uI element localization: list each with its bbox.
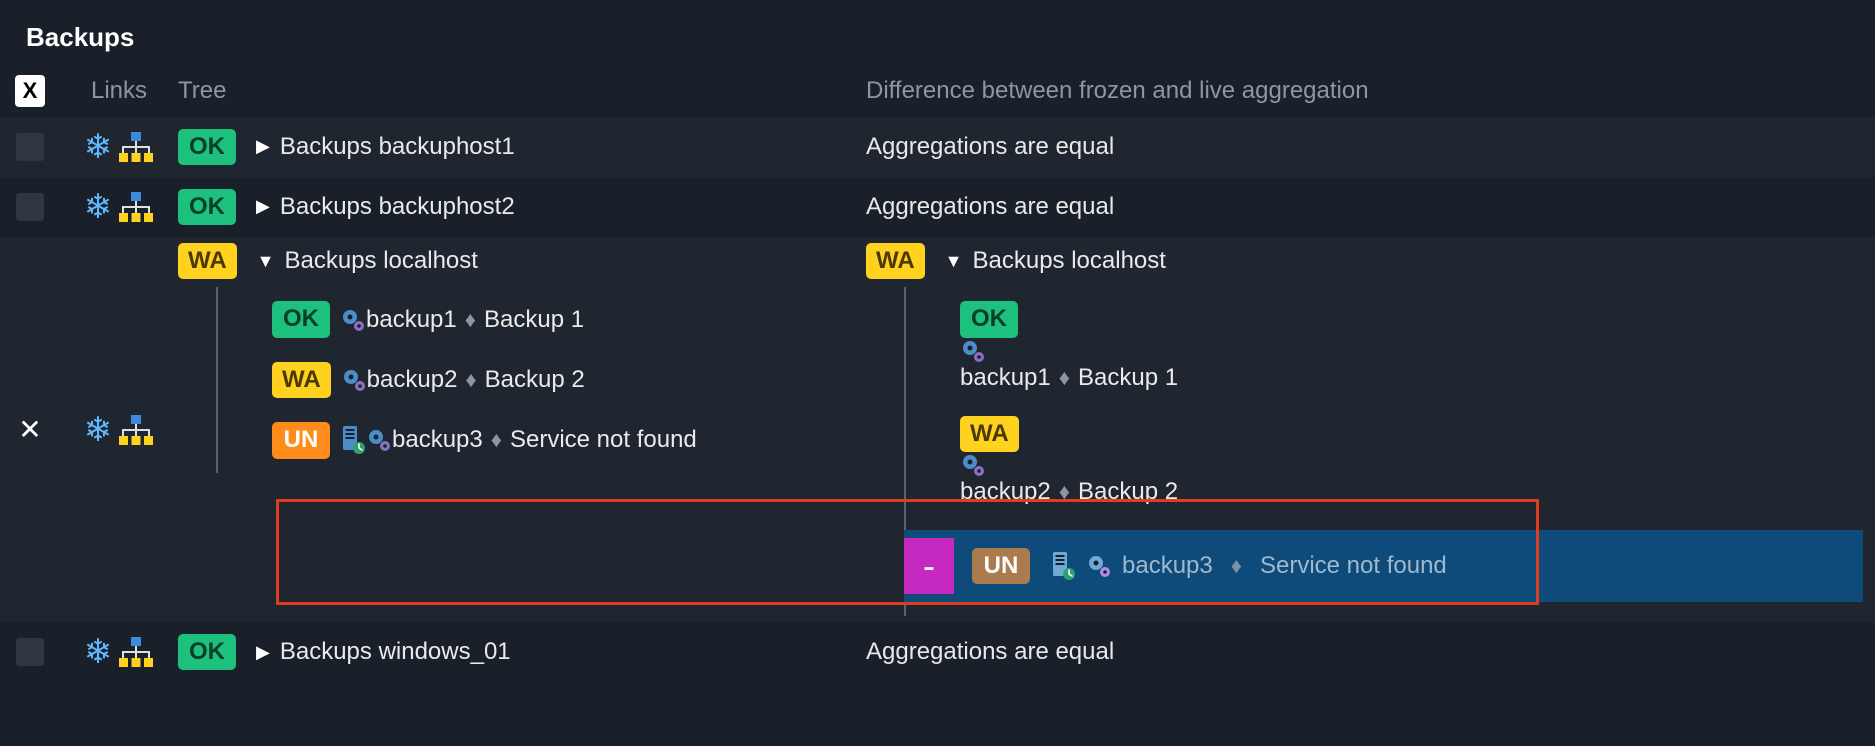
column-header-diff: Difference between frozen and live aggre…: [866, 77, 1875, 105]
table-row: ❄ OK ▶ Backups backuphost2 Aggregations are …: [0, 177, 1875, 237]
service-icon[interactable]: [341, 367, 367, 393]
diff-removed-badge: -: [904, 538, 954, 594]
service-icon[interactable]: [366, 427, 392, 453]
topology-icon[interactable]: [118, 191, 154, 223]
tree-child-row: UN backup3 ♦ Service not found: [272, 422, 866, 458]
diff-text: Aggregations are equal: [866, 133, 1114, 161]
row-checkbox[interactable]: [16, 638, 44, 666]
tree-child-row: OK backup1 ♦ Backup 1: [960, 301, 1863, 391]
tree-label[interactable]: Backups localhost: [285, 247, 478, 275]
tree-label[interactable]: Service not found: [1260, 552, 1447, 580]
snowflake-icon[interactable]: ❄: [84, 413, 113, 447]
tree-label[interactable]: Backups backuphost2: [280, 193, 515, 221]
diff-text: Aggregations are equal: [866, 638, 1114, 666]
service-icon[interactable]: [960, 452, 1863, 478]
column-header-links: Links: [60, 77, 178, 105]
status-badge: WA: [960, 416, 1019, 452]
collapse-icon[interactable]: ▼: [945, 251, 963, 272]
host-icon[interactable]: [1050, 551, 1076, 581]
status-badge: WA: [272, 362, 331, 398]
status-badge: OK: [178, 129, 236, 165]
collapse-icon[interactable]: ▼: [257, 251, 275, 272]
status-badge: UN: [972, 548, 1030, 584]
topology-icon[interactable]: [118, 414, 154, 446]
table-row: ✕ ❄ WA ▼ Backups localhost OK backup1 ♦ Backup 1…: [0, 237, 1875, 622]
row-checkbox[interactable]: [16, 193, 44, 221]
table-row: ❄ OK ▶ Backups backuphost1 Aggregations are …: [0, 117, 1875, 177]
tree-child-row: WA backup2 ♦ Backup 2: [272, 362, 866, 398]
tree-child-row: -UN backup3 ♦ Service not found: [904, 530, 1863, 602]
tree-label[interactable]: backup2: [960, 478, 1051, 505]
service-icon[interactable]: [340, 307, 366, 333]
topology-icon[interactable]: [118, 636, 154, 668]
tree-label[interactable]: Backups backuphost1: [280, 133, 515, 161]
row-checkbox[interactable]: [16, 133, 44, 161]
table-row: ❄ OK ▶ Backups windows_01 Aggregations are e…: [0, 622, 1875, 682]
separator-diamond: ♦: [1231, 553, 1242, 579]
snowflake-icon[interactable]: ❄: [84, 130, 113, 164]
tree-label[interactable]: backup2: [367, 366, 458, 394]
status-badge: OK: [178, 189, 236, 225]
column-header-tree: Tree: [178, 77, 866, 105]
snowflake-icon[interactable]: ❄: [84, 190, 113, 224]
tree-label[interactable]: backup1: [960, 364, 1051, 391]
tree-label[interactable]: backup1: [366, 306, 457, 334]
tree-child-row: OK backup1 ♦ Backup 1: [272, 301, 866, 337]
separator-diamond: ♦: [491, 427, 502, 453]
separator-diamond: ♦: [1059, 479, 1070, 504]
table-header: X Links Tree Difference between frozen a…: [0, 71, 1875, 117]
diff-text: Aggregations are equal: [866, 193, 1114, 221]
tree-label[interactable]: Backup 2: [485, 366, 585, 394]
status-badge: OK: [960, 301, 1018, 337]
tree-child-row: WA backup2 ♦ Backup 2: [960, 416, 1863, 506]
tree-label[interactable]: Backups windows_01: [280, 638, 511, 666]
expand-icon[interactable]: ▶: [256, 642, 270, 663]
service-icon[interactable]: [1086, 553, 1112, 579]
tree-label[interactable]: Backup 2: [1078, 478, 1178, 505]
status-badge: WA: [178, 243, 237, 279]
service-icon[interactable]: [960, 338, 1863, 364]
status-badge: WA: [866, 243, 925, 279]
topology-icon[interactable]: [118, 131, 154, 163]
column-header-x[interactable]: X: [15, 75, 45, 107]
expand-icon[interactable]: ▶: [256, 196, 270, 217]
status-badge: UN: [272, 422, 330, 458]
tree-label[interactable]: Backup 1: [484, 306, 584, 334]
separator-diamond: ♦: [465, 307, 476, 333]
separator-diamond: ♦: [1059, 365, 1070, 390]
close-icon[interactable]: ✕: [18, 416, 41, 444]
page-title: Backups: [0, 0, 1875, 71]
snowflake-icon[interactable]: ❄: [84, 635, 113, 669]
host-icon[interactable]: [340, 425, 366, 455]
tree-label[interactable]: Service not found: [510, 426, 697, 454]
separator-diamond: ♦: [465, 367, 476, 393]
expand-icon[interactable]: ▶: [256, 136, 270, 157]
tree-label[interactable]: Backup 1: [1078, 364, 1178, 391]
status-badge: OK: [178, 634, 236, 670]
status-badge: OK: [272, 301, 330, 337]
tree-label[interactable]: backup3: [1122, 552, 1213, 580]
tree-label[interactable]: backup3: [392, 426, 483, 454]
tree-label[interactable]: Backups localhost: [973, 247, 1166, 275]
